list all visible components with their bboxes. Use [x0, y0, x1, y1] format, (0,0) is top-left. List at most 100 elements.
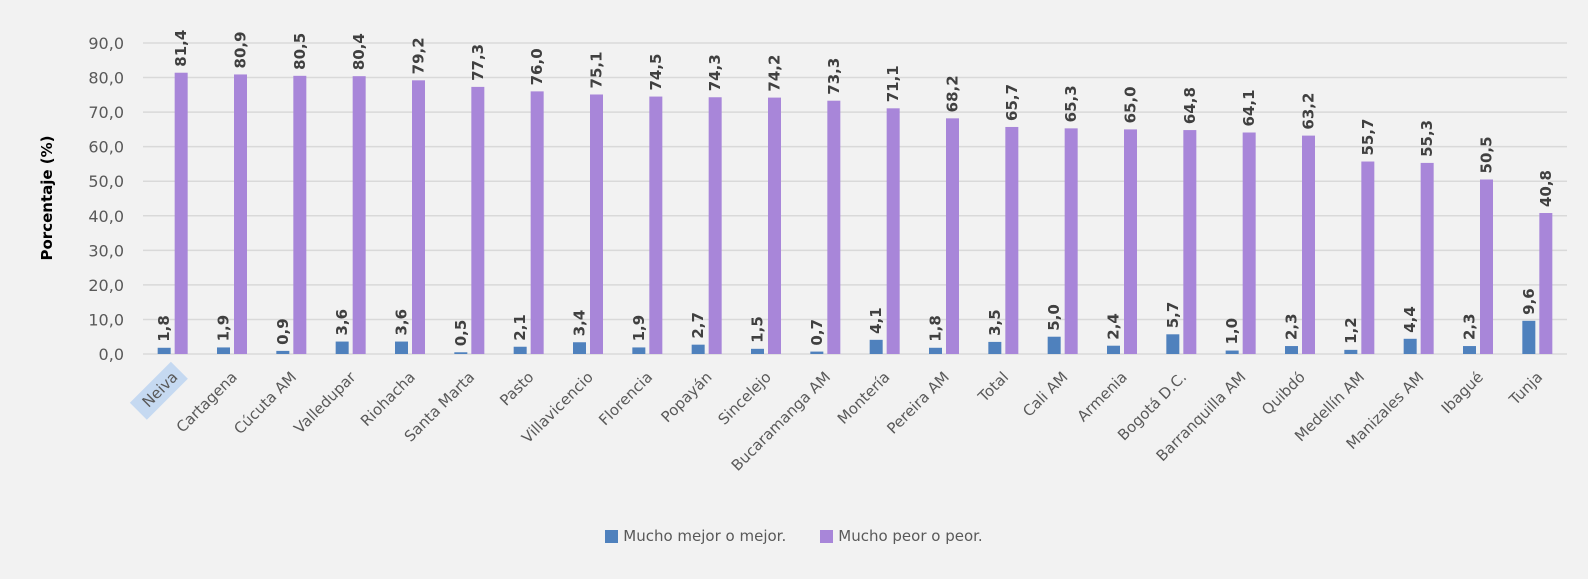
bar-peor	[946, 118, 959, 354]
bar-mejor	[1047, 336, 1061, 354]
data-label: 1,2	[1342, 317, 1360, 344]
data-label: 3,5	[986, 309, 1004, 336]
x-tick-label: Popayán	[658, 368, 716, 426]
data-label: 0,9	[274, 318, 292, 345]
bar-mejor	[573, 342, 586, 354]
data-label: 74,2	[766, 55, 784, 92]
bar-peor	[352, 76, 366, 354]
bar-peor	[293, 75, 307, 355]
bar-mejor	[454, 352, 468, 354]
data-label: 55,7	[1359, 119, 1377, 156]
y-tick-label: 0,0	[99, 345, 124, 364]
x-tick-label: Pereira AM	[883, 368, 953, 438]
data-label: 55,3	[1418, 120, 1436, 157]
bar-mejor	[632, 347, 646, 354]
x-tick-label: Tunja	[1505, 368, 1546, 409]
data-label: 77,3	[469, 44, 487, 81]
data-label: 79,2	[410, 37, 428, 74]
bar-mejor	[810, 351, 824, 354]
data-label: 3,6	[393, 309, 411, 336]
bar-mejor	[929, 347, 942, 354]
bar-mejor	[1403, 338, 1417, 354]
data-label: 4,1	[867, 307, 885, 334]
bar-mejor	[1225, 350, 1239, 354]
data-label: 2,4	[1105, 313, 1123, 340]
bar-peor	[412, 80, 425, 354]
x-tick-label: Ibagué	[1438, 368, 1487, 417]
bar-peor	[1361, 161, 1375, 354]
x-tick-label: Pasto	[496, 368, 537, 409]
bar-peor	[1242, 132, 1256, 354]
data-label: 2,7	[689, 312, 707, 339]
legend-label-peor: Mucho peor o peor.	[838, 527, 983, 545]
bar-peor	[827, 100, 841, 354]
data-label: 9,6	[1520, 288, 1538, 315]
bar-peor	[234, 74, 247, 354]
y-tick-label: 40,0	[88, 207, 124, 226]
bar-mejor	[335, 341, 349, 354]
bar-mejor	[691, 344, 705, 354]
data-label: 81,4	[172, 30, 190, 67]
bar-mejor	[1166, 334, 1180, 354]
bar-mejor	[1285, 346, 1298, 354]
data-label: 64,1	[1240, 89, 1258, 126]
bar-peor	[1302, 135, 1315, 354]
data-label: 40,8	[1537, 170, 1555, 207]
data-label: 73,3	[825, 58, 843, 95]
x-tick-label: Cali AM	[1019, 368, 1071, 420]
x-tick-label: Cúcuta AM	[230, 368, 300, 438]
data-label: 68,2	[944, 75, 962, 112]
bar-mejor	[1344, 349, 1358, 354]
bar-peor	[708, 97, 722, 354]
y-axis-label: Porcentaje (%)	[38, 135, 56, 260]
data-label: 75,1	[588, 51, 606, 88]
x-tick-label: Quibdó	[1258, 368, 1309, 419]
data-label: 80,9	[232, 31, 250, 68]
data-label: 1,9	[215, 315, 233, 342]
bar-peor	[1064, 128, 1078, 354]
legend-swatch-peor	[820, 529, 834, 543]
data-label: 2,3	[1461, 313, 1479, 340]
bar-mejor	[751, 348, 764, 354]
data-label: 1,5	[749, 316, 767, 343]
data-label: 1,8	[927, 315, 945, 342]
bar-mejor	[276, 350, 290, 354]
data-label: 71,1	[884, 65, 902, 102]
y-tick-label: 70,0	[88, 103, 124, 122]
x-tick-label: Florencia	[595, 368, 656, 429]
data-label: 3,4	[571, 310, 589, 337]
y-tick-label: 30,0	[88, 241, 124, 260]
data-label: 76,0	[528, 48, 546, 85]
bar-peor	[174, 72, 188, 355]
data-label: 63,2	[1300, 93, 1318, 130]
data-label: 2,3	[1283, 313, 1301, 340]
data-label: 65,7	[1003, 84, 1021, 121]
y-tick-label: 60,0	[88, 138, 124, 157]
legend: Mucho mejor o mejor. Mucho peor o peor.	[0, 527, 1588, 545]
category-highlight	[129, 361, 188, 420]
data-label: 65,0	[1122, 86, 1140, 123]
bar-mejor	[157, 347, 171, 354]
data-label: 65,3	[1062, 85, 1080, 122]
bar-mejor	[869, 339, 883, 354]
bar-peor	[768, 97, 781, 354]
x-tick-label: Riohacha	[357, 368, 419, 430]
y-tick-label: 50,0	[88, 172, 124, 191]
bar-peor	[471, 86, 485, 354]
data-label: 0,5	[452, 320, 470, 347]
bar-peor	[1480, 179, 1493, 354]
bar-peor	[590, 94, 603, 354]
bar-mejor	[513, 346, 527, 354]
bar-mejor	[1522, 320, 1536, 354]
y-tick-label: 10,0	[88, 310, 124, 329]
x-tick-label: Total	[974, 368, 1012, 406]
y-tick-label: 80,0	[88, 69, 124, 88]
data-label: 50,5	[1478, 136, 1496, 173]
x-tick-label: Montería	[834, 368, 894, 428]
bar-peor	[1005, 126, 1019, 354]
bar-peor	[1124, 129, 1137, 354]
bar-mejor	[988, 341, 1002, 354]
bar-peor	[530, 91, 544, 354]
bar-mejor	[1463, 346, 1476, 354]
